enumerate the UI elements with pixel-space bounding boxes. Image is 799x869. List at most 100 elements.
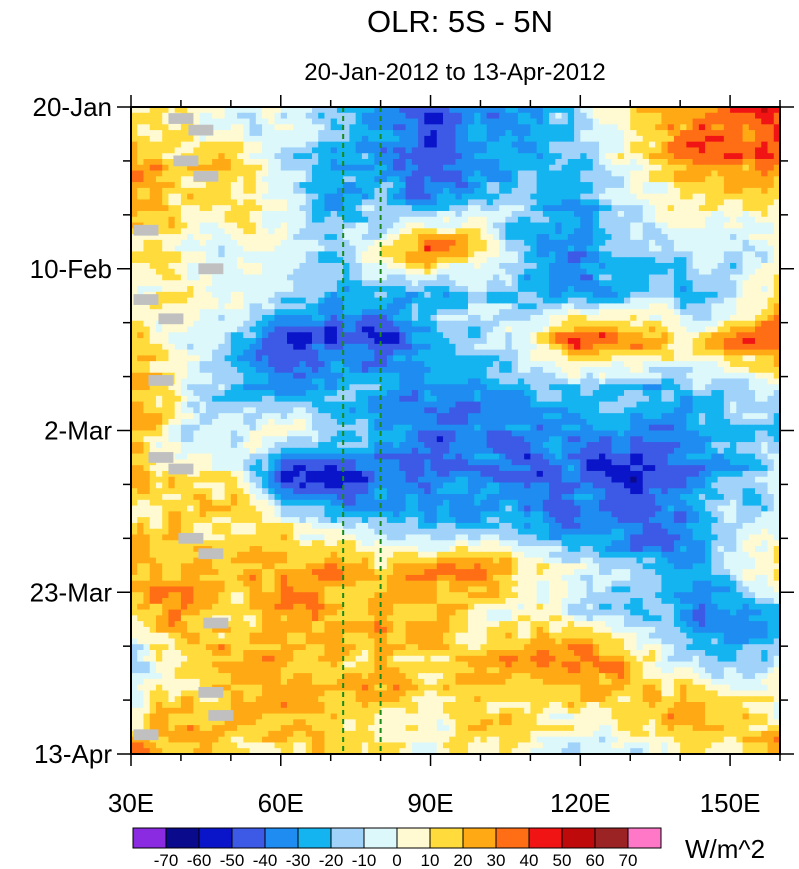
heatmap-cell: [199, 234, 207, 241]
heatmap-cell: [592, 338, 600, 345]
heatmap-cell: [293, 124, 301, 131]
heatmap-cell: [517, 176, 525, 183]
heatmap-cell: [680, 309, 687, 316]
heatmap-cell: [655, 234, 663, 241]
heatmap-cell: [730, 332, 737, 339]
heatmap-cell: [218, 349, 226, 357]
heatmap-cell: [237, 193, 244, 201]
heatmap-cell: [411, 141, 419, 149]
heatmap-cell: [592, 141, 600, 149]
heatmap-cell: [386, 176, 394, 183]
heatmap-cell: [343, 332, 351, 339]
heatmap-cell: [343, 291, 351, 299]
heatmap-cell: [567, 199, 575, 206]
heatmap-cell: [549, 107, 556, 114]
heatmap-cell: [187, 170, 194, 177]
heatmap-cell: [280, 210, 288, 218]
heatmap-cell: [368, 199, 375, 206]
heatmap-cell: [318, 268, 326, 276]
heatmap-cell: [411, 153, 419, 160]
heatmap-cell: [212, 135, 219, 143]
heatmap-cell: [143, 366, 151, 374]
heatmap-cell: [642, 366, 650, 374]
heatmap-cell: [499, 309, 507, 316]
heatmap-cell: [623, 234, 631, 241]
heatmap-cell: [193, 280, 201, 287]
heatmap-cell: [168, 216, 176, 224]
heatmap-cell: [149, 355, 157, 362]
heatmap-cell: [705, 303, 712, 310]
heatmap-cell: [767, 112, 775, 120]
heatmap-cell: [436, 222, 444, 229]
heatmap-cell: [705, 187, 712, 195]
heatmap-cell: [355, 158, 363, 166]
heatmap-cell: [305, 314, 313, 322]
heatmap-cell: [218, 286, 226, 293]
heatmap-cell: [730, 193, 737, 201]
heatmap-cell: [730, 338, 737, 345]
heatmap-cell: [711, 297, 719, 305]
heatmap-cell: [773, 118, 780, 125]
heatmap-cell: [461, 112, 469, 120]
heatmap-cell: [605, 303, 613, 310]
heatmap-cell: [155, 326, 163, 333]
heatmap-cell: [305, 378, 313, 385]
heatmap-cell: [205, 361, 213, 368]
heatmap-cell: [667, 228, 675, 235]
heatmap-cell: [205, 193, 213, 201]
heatmap-cell: [368, 251, 375, 258]
heatmap-cell: [411, 205, 419, 212]
heatmap-cell: [586, 210, 594, 218]
heatmap-cell: [424, 158, 432, 166]
heatmap-cell: [599, 355, 606, 362]
heatmap-cell: [280, 193, 288, 201]
heatmap-cell: [318, 176, 326, 183]
heatmap-cell: [673, 332, 681, 339]
heatmap-cell: [230, 210, 238, 218]
heatmap-cell: [642, 153, 650, 160]
heatmap-cell: [149, 245, 157, 253]
heatmap-cell: [137, 355, 145, 362]
heatmap-cell: [555, 251, 563, 258]
heatmap-cell: [755, 239, 762, 247]
heatmap-cell: [311, 130, 319, 137]
heatmap-cell: [280, 303, 288, 310]
heatmap-cell: [492, 378, 500, 385]
heatmap-cell: [205, 286, 213, 293]
heatmap-cell: [343, 274, 351, 281]
heatmap-cell: [474, 199, 482, 206]
heatmap-cell: [492, 372, 500, 380]
heatmap-cell: [474, 187, 482, 195]
heatmap-cell: [480, 343, 488, 351]
heatmap-cell: [230, 291, 238, 299]
heatmap-cell: [218, 222, 226, 229]
heatmap-cell: [330, 251, 338, 258]
heatmap-cell: [748, 118, 756, 125]
heatmap-cell: [193, 372, 201, 380]
heatmap-cell: [249, 245, 257, 253]
heatmap-cell: [287, 228, 294, 235]
heatmap-cell: [386, 107, 394, 114]
heatmap-cell: [149, 216, 157, 224]
heatmap-cell: [174, 228, 182, 235]
heatmap-cell: [524, 210, 531, 218]
heatmap-cell: [486, 320, 494, 328]
heatmap-cell: [230, 130, 238, 137]
heatmap-cell: [761, 343, 769, 351]
heatmap-cell: [574, 182, 581, 189]
heatmap-cell: [686, 228, 694, 235]
heatmap-cell: [592, 135, 600, 143]
heatmap-cell: [511, 170, 519, 177]
heatmap-cell: [143, 124, 151, 131]
heatmap-cell: [661, 297, 669, 305]
heatmap-cell: [143, 378, 151, 385]
heatmap-cell: [486, 274, 494, 281]
heatmap-cell: [168, 164, 176, 172]
heatmap-cell: [361, 378, 369, 385]
heatmap-cell: [243, 118, 251, 125]
heatmap-cell: [561, 107, 569, 114]
heatmap-cell: [168, 153, 176, 160]
heatmap-cell: [224, 118, 232, 125]
heatmap-cell: [592, 251, 600, 258]
heatmap-cell: [399, 268, 407, 276]
